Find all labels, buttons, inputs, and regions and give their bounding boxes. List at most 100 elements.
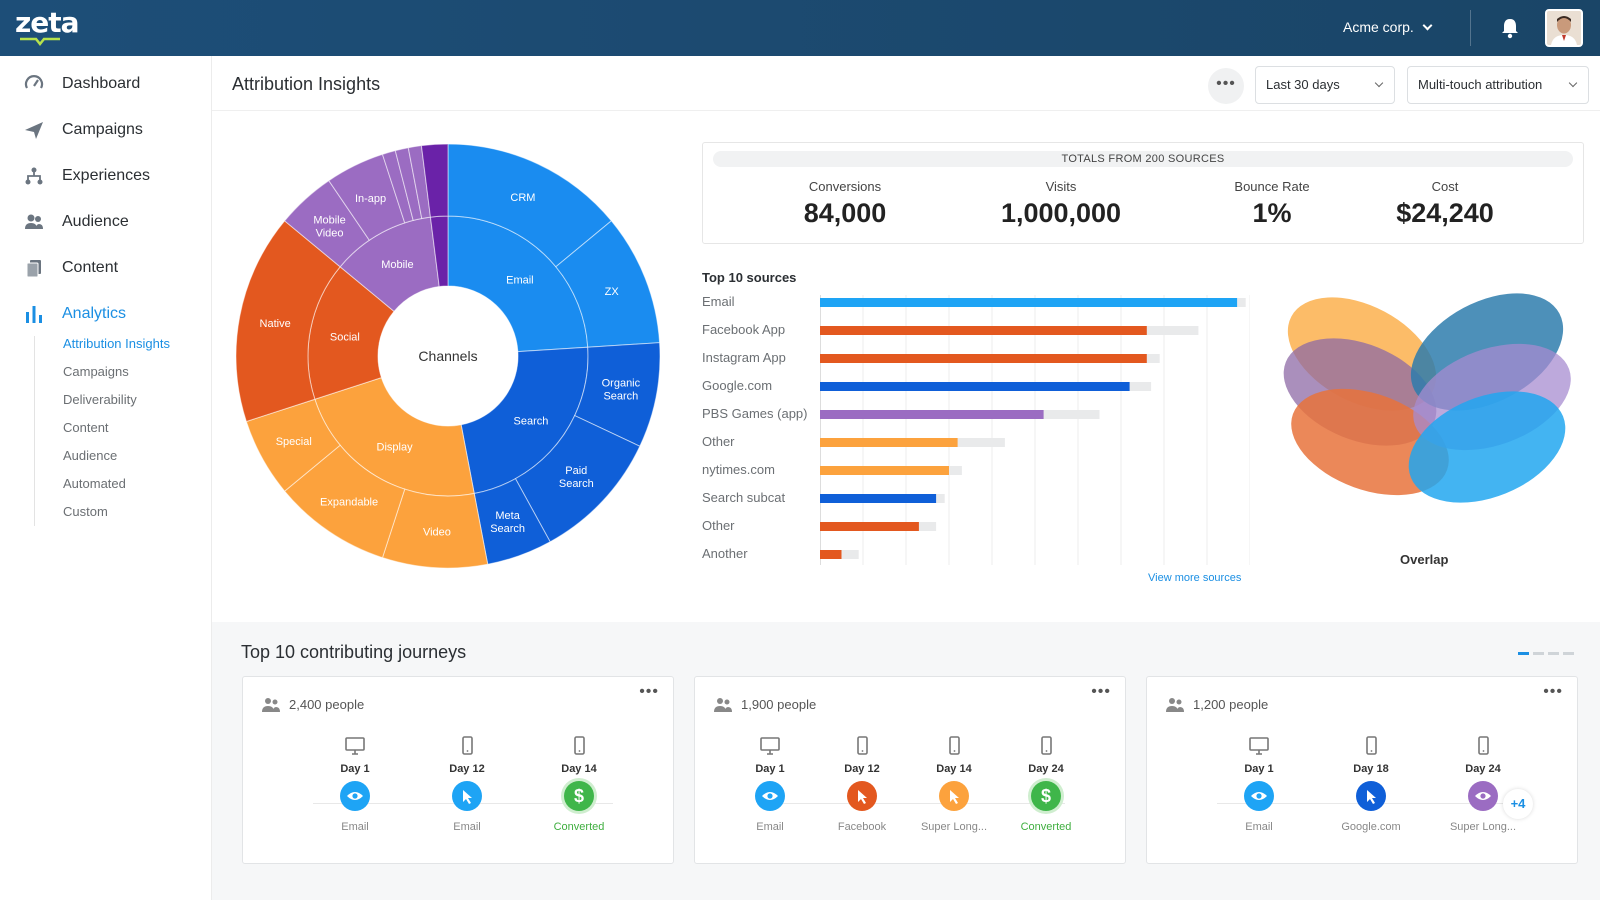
sidebar-item-analytics[interactable]: Analytics [0,294,212,334]
zeta-logo[interactable]: zeta [15,6,80,39]
step-day: Day 12 [449,763,485,775]
journey-step[interactable]: Day 12 Facebook [817,735,907,833]
chevron-down-icon [1374,78,1384,88]
date-range-select[interactable]: Last 30 days [1255,66,1395,104]
subnav-attribution-insights[interactable]: Attribution Insights [63,336,170,351]
subnav-audience[interactable]: Audience [63,448,118,463]
source-label: Email [702,294,735,309]
pager-dot[interactable] [1518,652,1529,655]
people-icon [25,214,43,229]
journey-step[interactable]: Day 24 $ Converted [1001,735,1091,833]
subnav-deliverability[interactable]: Deliverability [63,392,137,407]
sidebar-item-campaigns[interactable]: Campaigns [0,110,212,150]
sidebar-item-experiences[interactable]: Experiences [0,156,212,196]
sunburst-outer-label: Video [423,527,451,539]
sunburst-outer-label: ZX [605,286,620,298]
step-touchpoint[interactable]: $ [1031,781,1061,811]
sidebar-item-label: Campaigns [62,121,143,138]
bar[interactable] [820,550,842,559]
journey-card[interactable]: 1,200 people ••• Day 1 Email Day 18 Googl… [1146,676,1578,864]
step-touchpoint[interactable] [939,781,969,811]
sunburst-outer-label: Organic Search [602,377,641,402]
sunburst-outer-label: Expandable [320,497,378,509]
sidebar-item-content[interactable]: Content [0,248,212,288]
metric-visits: Visits 1,000,000 [961,179,1161,229]
analytics-subnav: Attribution Insights Campaigns Deliverab… [34,336,170,526]
sunburst-inner-label: Mobile [381,259,413,271]
bar[interactable] [820,382,1130,391]
sidebar-item-audience[interactable]: Audience [0,202,212,242]
step-touchpoint[interactable] [1356,781,1386,811]
bar[interactable] [820,410,1044,419]
journey-card[interactable]: 1,900 people ••• Day 1 Email Day 12 Faceb… [694,676,1126,864]
bar[interactable] [820,298,1238,307]
more-options-button[interactable]: ••• [1208,68,1244,104]
metric-cost: Cost $24,240 [1345,179,1545,229]
bar[interactable] [820,354,1147,363]
journey-more-button[interactable]: ••• [1543,683,1563,700]
sunburst-outer-segment[interactable] [420,143,449,218]
journey-step[interactable]: Day 24 Super Long... [1438,735,1528,833]
org-switcher[interactable]: Acme corp. [1343,19,1433,35]
step-day: Day 1 [755,763,785,775]
sunburst-inner-label: Social [330,331,360,343]
subnav-content[interactable]: Content [63,420,109,435]
step-source: Facebook [837,821,887,833]
pager-dot[interactable] [1533,652,1544,655]
step-day: Day 18 [1353,763,1389,775]
bar[interactable] [820,522,919,531]
user-avatar[interactable] [1545,9,1583,47]
bar[interactable] [820,494,937,503]
subnav-campaigns[interactable]: Campaigns [63,364,129,379]
pager-dot[interactable] [1548,652,1559,655]
step-touchpoint[interactable] [755,781,785,811]
desktop-icon [759,735,781,757]
bar[interactable] [820,438,958,447]
journey-people-count: 1,900 people [741,697,817,712]
step-touchpoint[interactable] [847,781,877,811]
journey-step[interactable]: Day 1 Email [1214,735,1304,833]
step-touchpoint[interactable] [1244,781,1274,811]
sidebar-item-dashboard[interactable]: Dashboard [0,64,212,104]
step-day: Day 24 [1028,763,1064,775]
source-label: Google.com [702,378,773,393]
step-touchpoint[interactable] [340,781,370,811]
bar[interactable] [820,466,949,475]
view-more-sources-link[interactable]: View more sources [1148,572,1242,584]
pager-dot[interactable] [1563,652,1574,655]
journey-step[interactable]: Day 18 Google.com [1326,735,1416,833]
journey-more-button[interactable]: ••• [639,683,659,700]
journeys-pager[interactable] [1518,652,1574,655]
chevron-down-icon [1568,78,1578,88]
channels-sunburst-chart[interactable]: Email Search Display Social Mobile CRM ZX Organ… [228,136,668,576]
venn-sky [1408,391,1566,503]
journey-more-button[interactable]: ••• [1091,683,1111,700]
sidebar-item-label: Experiences [62,167,151,184]
subnav-automated[interactable]: Automated [63,476,126,491]
bell-icon[interactable] [1500,17,1520,39]
journey-people-count: 2,400 people [289,697,365,712]
sunburst-inner-label: Email [506,274,534,286]
journey-card[interactable]: 2,400 people ••• Day 1 Email Day 12 Email… [242,676,674,864]
journey-step[interactable]: Day 1 Email [310,735,400,833]
overlap-venn-chart[interactable] [1282,292,1582,532]
step-source: Email [453,821,481,833]
bar[interactable] [820,326,1147,335]
subnav-custom[interactable]: Custom [63,504,108,519]
step-touchpoint[interactable]: $ [564,781,594,811]
attribution-model-select[interactable]: Multi-touch attribution [1407,66,1589,104]
step-source: Super Long... [1449,821,1517,833]
hierarchy-icon [25,167,43,185]
people-icon [714,698,732,712]
more-steps-button[interactable]: +4 [1503,789,1533,819]
journey-step[interactable]: Day 14 $ Converted [534,735,624,833]
journey-step[interactable]: Day 1 Email [725,735,815,833]
totals-panel: TOTALS FROM 200 SOURCES Conversions 84,0… [702,142,1584,244]
journey-step[interactable]: Day 14 Super Long... [909,735,999,833]
step-source: Email [341,821,369,833]
step-touchpoint[interactable] [452,781,482,811]
journey-step[interactable]: Day 12 Email [422,735,512,833]
sidebar-item-label: Analytics [62,305,127,322]
step-touchpoint[interactable] [1468,781,1498,811]
header-divider [1470,10,1471,46]
